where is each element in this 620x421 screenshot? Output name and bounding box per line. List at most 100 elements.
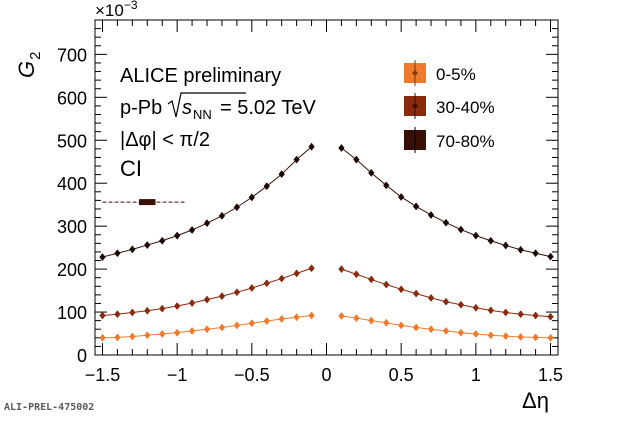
data-point: [427, 325, 435, 334]
data-point: [278, 170, 285, 179]
data-point: [233, 288, 241, 297]
data-point: [173, 302, 181, 311]
data-point: [248, 283, 256, 293]
data-point: [487, 236, 494, 245]
data-point: [188, 299, 196, 308]
legend-label-1: 30-40%: [436, 98, 495, 117]
data-point: [173, 231, 181, 240]
y-scale-multiplier: ×10−3: [95, 0, 138, 20]
y-tick-label: 0: [77, 346, 87, 366]
data-point: [368, 275, 375, 284]
data-point: [159, 304, 166, 313]
data-point: [114, 333, 121, 342]
data-point: [353, 155, 360, 164]
data-point: [502, 332, 509, 341]
data-point: [144, 241, 151, 250]
data-point: [502, 308, 509, 317]
data-point: [159, 329, 166, 338]
data-point: [188, 326, 196, 335]
x-tick-label: 1.5: [538, 365, 563, 385]
data-point: [338, 265, 345, 274]
data-point: [383, 318, 390, 327]
data-point: [472, 329, 480, 338]
data-point: [547, 252, 554, 261]
data-point: [427, 293, 435, 302]
data-point: [293, 155, 300, 164]
data-point: [442, 326, 450, 335]
axes: −1.5 −1 −0.5 0 0.5 1 1.5 0 100 200 300 400 500 600 700: [57, 19, 563, 385]
series-1-line-right: [341, 268, 551, 318]
data-point: [248, 193, 256, 202]
data-point: [129, 245, 136, 254]
data-point: [233, 203, 241, 212]
series-layer: [99, 142, 554, 342]
data-point: [532, 249, 539, 258]
legend-entry-1: 30-40%: [404, 93, 495, 119]
data-point: [99, 311, 106, 320]
series-2-line-right: [341, 147, 551, 258]
data-point: [412, 289, 420, 298]
data-point: [248, 319, 256, 328]
data-point: [203, 219, 211, 228]
sqrt-sign: [167, 92, 246, 118]
data-point: [129, 308, 136, 317]
data-point: [383, 181, 390, 190]
syst-band-box: [139, 199, 156, 206]
data-point: [308, 311, 315, 320]
y-tick-label: 600: [57, 88, 87, 108]
data-point: [412, 202, 420, 211]
data-point: [397, 285, 405, 294]
data-point: [218, 211, 226, 220]
data-point: [547, 312, 554, 321]
series-2: [99, 142, 554, 262]
data-point: [263, 317, 270, 326]
data-point: [338, 311, 345, 320]
legend: 0-5% 30-40% 70-80%: [404, 60, 495, 153]
data-point: [218, 323, 226, 332]
x-tick-label: 1: [471, 365, 481, 385]
data-point: [173, 328, 181, 337]
x-tick-label: −0.5: [234, 365, 270, 385]
data-point: [532, 311, 539, 320]
annotation-energy: p-Pb s NN = 5.02 TeV: [120, 92, 316, 122]
data-point: [383, 280, 390, 289]
data-point: [188, 226, 196, 235]
legend-label-2: 70-80%: [436, 132, 495, 151]
data-point: [368, 168, 375, 177]
data-point: [99, 333, 106, 342]
data-point: [353, 270, 360, 279]
data-point: [99, 253, 106, 262]
x-tick-label: 0.5: [389, 365, 414, 385]
svg-text:p-Pb: p-Pb: [120, 97, 162, 119]
data-point: [293, 313, 300, 322]
data-point: [442, 297, 450, 306]
y-tick-label: 500: [57, 131, 87, 151]
x-tick-label: 0: [321, 365, 331, 385]
y-tick-label: 400: [57, 174, 87, 194]
data-point: [397, 321, 405, 330]
data-point: [129, 332, 136, 341]
y-tick-label: 700: [57, 45, 87, 65]
data-point: [547, 333, 554, 342]
data-point: [457, 328, 465, 337]
svg-text:= 5.02 TeV: = 5.02 TeV: [220, 97, 316, 119]
data-point: [233, 321, 241, 330]
data-point: [517, 310, 524, 319]
y-tick-label: 300: [57, 217, 87, 237]
data-point: [353, 314, 360, 323]
data-point: [338, 143, 345, 152]
x-axis-label: Δη: [522, 388, 549, 413]
syst-band: [102, 199, 185, 206]
data-point: [532, 333, 539, 342]
data-point: [114, 310, 121, 319]
data-point: [502, 241, 509, 250]
data-point: [293, 269, 300, 278]
legend-label-0: 0-5%: [436, 65, 476, 84]
data-point: [457, 225, 465, 234]
reference-label: ALI-PREL-475002: [4, 402, 95, 413]
data-point: [263, 182, 270, 191]
y-axis-label: G2: [14, 52, 44, 78]
y-axis-label-sub: 2: [27, 52, 44, 60]
x-tick-label: −1: [167, 365, 188, 385]
data-point: [517, 332, 524, 341]
